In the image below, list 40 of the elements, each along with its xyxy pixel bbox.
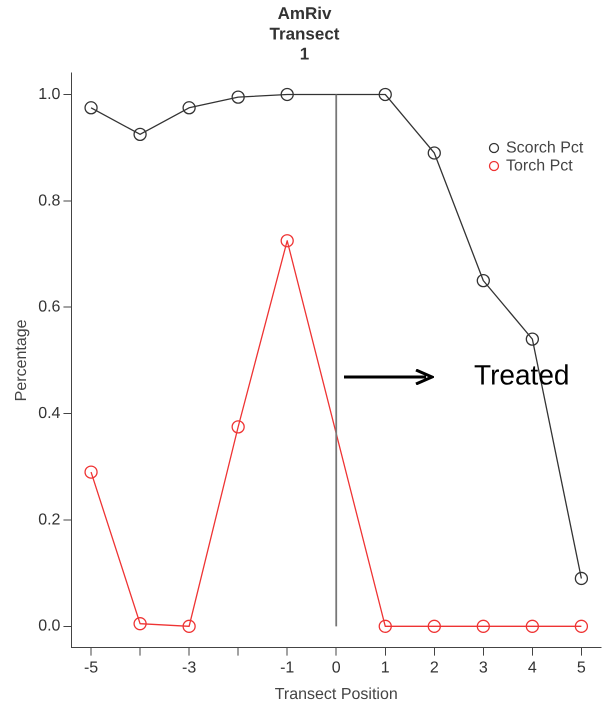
x-tick-label: -1 (280, 660, 294, 677)
point (232, 90, 245, 104)
x-tick-label: 0 (332, 660, 341, 677)
point (280, 88, 294, 102)
point (526, 620, 540, 633)
chart-title: AmRiv Transect 1 (270, 4, 340, 64)
x-tick-label: 4 (528, 660, 537, 677)
point (133, 617, 147, 630)
x-tick-label: 2 (430, 660, 439, 677)
y-tick-label: 0.2 (38, 511, 61, 528)
point (428, 146, 441, 160)
point (133, 128, 147, 142)
x-axis-title: Transect Position (274, 686, 398, 703)
point (182, 620, 196, 633)
point (526, 332, 540, 346)
y-tick-label: 0.6 (38, 298, 61, 316)
point (476, 620, 490, 633)
x-tick-label: -5 (84, 660, 98, 677)
y-tick-label: 1.0 (38, 86, 61, 103)
point (428, 620, 441, 633)
point (476, 274, 490, 288)
x-tick-label: 1 (380, 660, 390, 677)
point (280, 234, 294, 248)
point (232, 420, 245, 434)
legend-label: Torch Pct (506, 157, 574, 174)
y-tick-label: 0.4 (38, 404, 61, 422)
point (574, 620, 588, 633)
y-tick-label: 0.0 (38, 618, 61, 635)
legend-label: Scorch Pct (506, 139, 584, 156)
point (182, 101, 196, 114)
x-tick-label: 5 (576, 660, 586, 677)
point (84, 465, 98, 479)
point (378, 88, 392, 102)
x-tick-label: 3 (478, 660, 488, 677)
point (574, 572, 588, 586)
y-tick-label: 0.8 (38, 192, 61, 210)
x-tick-label: -3 (182, 660, 196, 677)
point (84, 101, 98, 114)
y-axis-title: Percentage (13, 319, 30, 402)
point (378, 620, 392, 633)
